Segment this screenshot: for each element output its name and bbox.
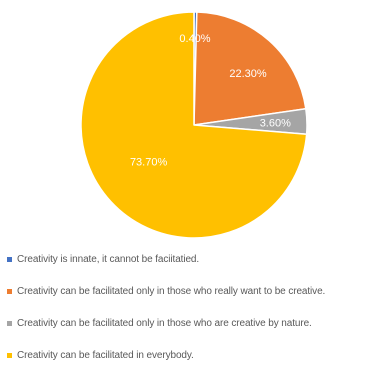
pie-chart-plot: 0.40% 22.30% 3.60% 73.70% [80,11,308,239]
data-label-creative-by-nature: 3.60% [260,117,291,129]
pie-slice-everybody [80,11,308,239]
legend-label-innate: Creativity is innate, it cannot be facii… [17,254,200,265]
legend-item-want-to-be-creative: Creativity can be facilitated only in th… [7,286,325,297]
data-label-want-to-be-creative: 22.30% [229,68,267,80]
legend-item-everybody: Creativity can be facilitated in everybo… [7,350,194,361]
legend-label-want-to-be-creative: Creativity can be facilitated only in th… [17,286,326,297]
legend-label-everybody: Creativity can be facilitated in everybo… [17,350,194,361]
data-label-innate: 0.40% [179,33,210,45]
legend-swatch-creative-by-nature [7,321,12,326]
pie-slice-want-to-be-creative [193,11,307,126]
legend-swatch-innate [7,257,12,262]
legend-swatch-want-to-be-creative [7,289,12,294]
legend-label-creative-by-nature: Creativity can be facilitated only in th… [17,318,312,329]
data-label-everybody: 73.70% [130,157,168,169]
legend-item-creative-by-nature: Creativity can be facilitated only in th… [7,318,312,329]
legend-swatch-everybody [7,353,12,358]
legend-item-innate: Creativity is innate, it cannot be facii… [7,254,199,265]
